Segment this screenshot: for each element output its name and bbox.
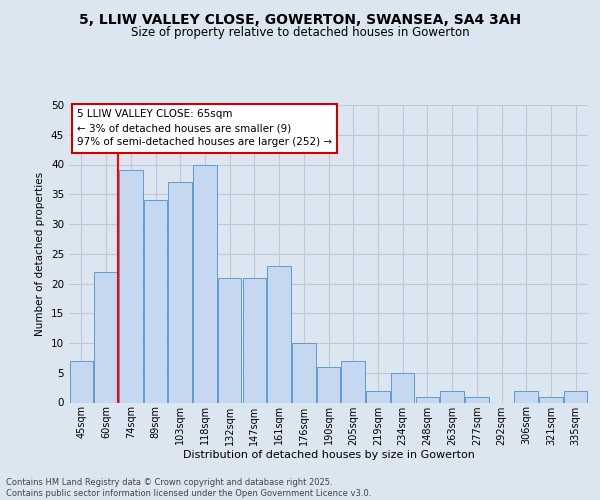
Bar — [465, 396, 488, 402]
Bar — [94, 272, 118, 402]
Bar — [193, 164, 217, 402]
Bar — [539, 396, 563, 402]
Bar — [514, 390, 538, 402]
Text: 5 LLIW VALLEY CLOSE: 65sqm
← 3% of detached houses are smaller (9)
97% of semi-d: 5 LLIW VALLEY CLOSE: 65sqm ← 3% of detac… — [77, 110, 332, 148]
Bar — [440, 390, 464, 402]
Bar — [391, 373, 415, 402]
Bar — [317, 367, 340, 402]
Text: Contains HM Land Registry data © Crown copyright and database right 2025.
Contai: Contains HM Land Registry data © Crown c… — [6, 478, 371, 498]
Bar — [218, 278, 241, 402]
Bar — [564, 390, 587, 402]
Text: Size of property relative to detached houses in Gowerton: Size of property relative to detached ho… — [131, 26, 469, 39]
Text: 5, LLIW VALLEY CLOSE, GOWERTON, SWANSEA, SA4 3AH: 5, LLIW VALLEY CLOSE, GOWERTON, SWANSEA,… — [79, 12, 521, 26]
Y-axis label: Number of detached properties: Number of detached properties — [35, 172, 46, 336]
Bar — [366, 390, 389, 402]
Bar — [169, 182, 192, 402]
Bar — [119, 170, 143, 402]
Bar — [268, 266, 291, 402]
Bar — [341, 361, 365, 403]
Bar — [242, 278, 266, 402]
Bar — [70, 361, 93, 403]
X-axis label: Distribution of detached houses by size in Gowerton: Distribution of detached houses by size … — [182, 450, 475, 460]
Bar — [416, 396, 439, 402]
Bar — [292, 343, 316, 402]
Bar — [144, 200, 167, 402]
